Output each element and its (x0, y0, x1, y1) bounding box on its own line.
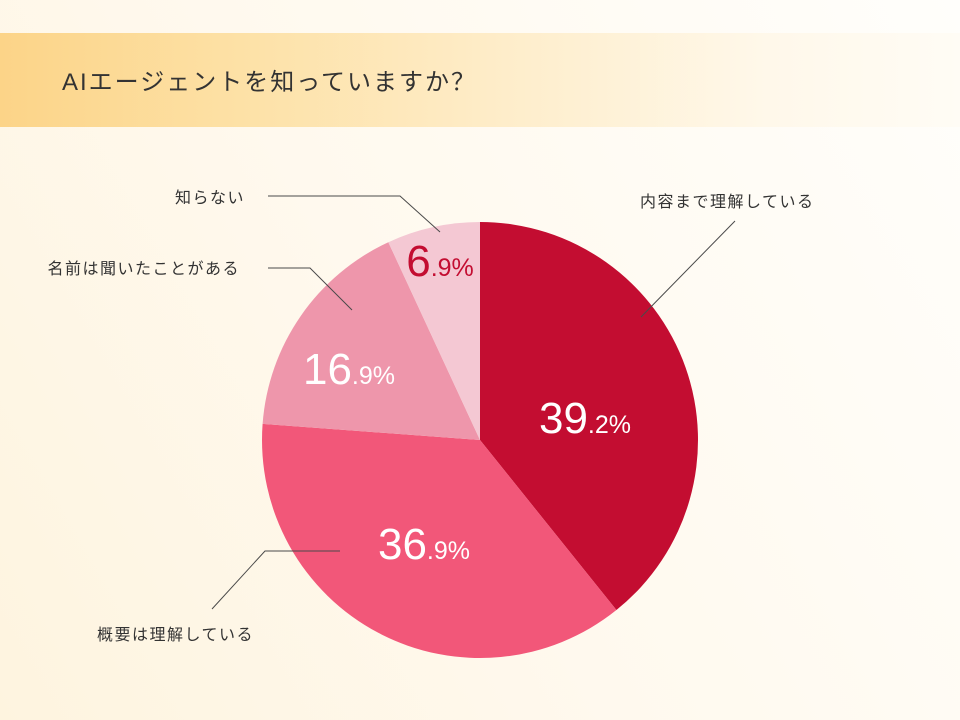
leader-line-2 (211, 550, 340, 610)
leader-line-1 (640, 220, 736, 318)
data-label-2: 36.9% (378, 520, 470, 569)
data-label-integer: 36 (378, 520, 427, 569)
category-label-2: 概要は理解している (97, 626, 254, 644)
pie-slice-2 (262, 423, 617, 658)
data-label-integer: 6 (406, 237, 430, 286)
page-title: AIエージェントを知っていますか？ (62, 69, 477, 96)
data-label-decimal: .9% (352, 362, 395, 390)
category-label-3: 名前は聞いたことがある (47, 260, 240, 278)
category-label-4: 知らない (175, 189, 245, 207)
data-label-integer: 39 (539, 394, 588, 443)
data-label-1: 39.2% (539, 394, 631, 443)
pie-slice-4 (388, 222, 480, 440)
category-label-1: 内容まで理解している (640, 193, 815, 211)
pie-slice-1 (480, 222, 699, 611)
data-label-4: 6.9% (406, 237, 474, 286)
pie-slice-3 (262, 242, 480, 440)
data-label-decimal: .2% (588, 411, 631, 439)
leader-line-4 (268, 195, 441, 233)
title-banner: AIエージェントを知っていますか？ (0, 33, 960, 127)
leader-lines (211, 195, 736, 610)
data-label-3: 16.9% (303, 345, 395, 394)
pie-slices (262, 222, 699, 658)
data-label-decimal: .9% (431, 254, 474, 282)
data-label-decimal: .9% (427, 537, 470, 565)
data-labels: 39.2%36.9%16.9%6.9% (303, 237, 631, 569)
leader-line-3 (268, 267, 353, 311)
data-label-integer: 16 (303, 345, 352, 394)
